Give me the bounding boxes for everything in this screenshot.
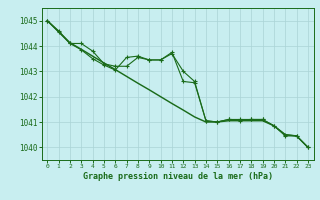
X-axis label: Graphe pression niveau de la mer (hPa): Graphe pression niveau de la mer (hPa) xyxy=(83,172,273,181)
